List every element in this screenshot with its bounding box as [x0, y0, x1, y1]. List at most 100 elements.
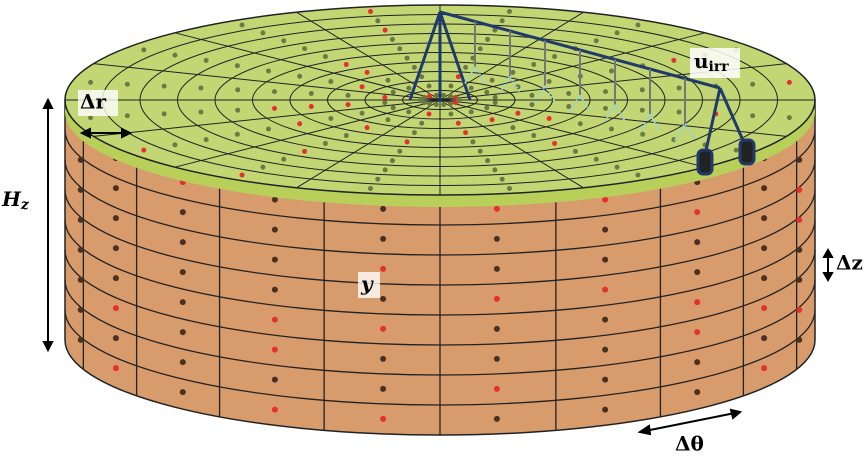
node [671, 137, 677, 143]
sprinkler-spray [674, 121, 696, 142]
node [141, 47, 147, 53]
node [411, 64, 417, 70]
node [235, 107, 241, 113]
node [390, 105, 396, 111]
node [470, 139, 476, 145]
node [88, 115, 94, 121]
radial-line [439, 99, 706, 168]
node [796, 156, 803, 163]
node [493, 265, 500, 272]
node [260, 30, 266, 36]
node [380, 235, 387, 242]
node [492, 94, 498, 100]
node [260, 164, 266, 170]
node [172, 142, 178, 148]
node [380, 355, 387, 362]
pivot-leg [408, 11, 442, 101]
node [124, 113, 130, 119]
node [761, 335, 768, 342]
node [271, 406, 278, 413]
node [380, 385, 387, 392]
node [602, 316, 609, 323]
node [179, 329, 186, 336]
node [499, 18, 505, 24]
sprinkler-spray [534, 83, 556, 104]
node [602, 286, 609, 293]
node [796, 216, 803, 223]
radial-line [439, 99, 787, 137]
radial-line [174, 32, 441, 101]
label-bg [358, 272, 380, 298]
node [602, 406, 609, 413]
height-label: Hz [1, 187, 30, 214]
node [493, 415, 500, 422]
node [614, 30, 620, 36]
node [694, 239, 701, 246]
radial-line [174, 99, 441, 168]
node [404, 139, 410, 145]
radial-line [93, 99, 441, 137]
node [382, 94, 388, 100]
node [367, 8, 373, 14]
node [441, 102, 447, 108]
node [203, 137, 209, 143]
sprinkler-spray [604, 102, 626, 123]
node [499, 176, 505, 182]
node [271, 226, 278, 233]
node [406, 85, 412, 91]
node [552, 54, 558, 60]
node [328, 115, 334, 121]
node [385, 117, 391, 123]
node [603, 105, 609, 111]
sprinkler-spray [569, 93, 591, 113]
node [529, 102, 535, 108]
node [322, 140, 328, 146]
node [308, 91, 314, 97]
node [308, 103, 314, 109]
node [367, 186, 373, 192]
node [489, 77, 495, 83]
node [397, 46, 403, 52]
height-main: H [1, 187, 22, 211]
side-nodes [77, 126, 803, 422]
node [234, 63, 240, 69]
node [786, 115, 792, 121]
node [419, 74, 425, 80]
node [602, 376, 609, 383]
node [694, 299, 701, 306]
node [112, 245, 119, 252]
node [297, 121, 303, 127]
node [671, 57, 677, 63]
delta-z-label: Δz [836, 251, 863, 275]
node [77, 336, 84, 343]
node [492, 27, 498, 33]
pivot-tower [703, 87, 722, 156]
label-bg [690, 48, 740, 78]
annotations [42, 97, 834, 436]
node [602, 346, 609, 353]
radial-line [93, 63, 441, 101]
node [531, 61, 537, 67]
node [608, 126, 614, 132]
node [448, 83, 454, 89]
node [179, 209, 186, 216]
sprinkler-spray [639, 112, 661, 132]
node [345, 92, 351, 98]
node [397, 148, 403, 154]
node [385, 77, 391, 83]
node [796, 186, 803, 193]
node [382, 167, 388, 173]
sprinklers [464, 21, 696, 142]
node [239, 172, 245, 178]
node [179, 299, 186, 306]
node [203, 57, 209, 63]
node [271, 89, 277, 95]
node [448, 111, 454, 117]
node [485, 158, 491, 164]
node [577, 121, 583, 127]
node [302, 46, 308, 52]
node [455, 96, 461, 102]
node [364, 125, 370, 131]
state-label: y [360, 272, 374, 296]
node [761, 275, 768, 282]
